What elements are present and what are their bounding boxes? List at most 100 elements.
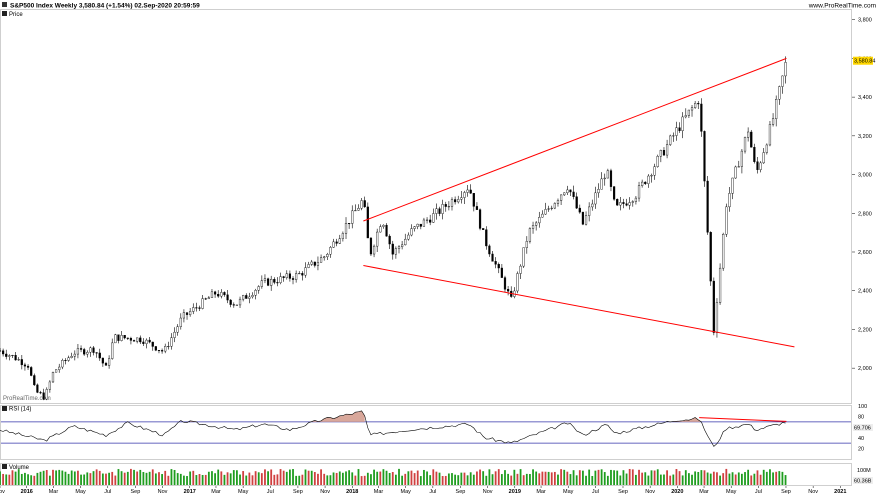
candle-body: [538, 217, 541, 224]
volume-bar: [769, 469, 771, 485]
x-tick-label: Jul: [104, 489, 111, 495]
candle-body: [323, 256, 326, 258]
candle-body: [273, 279, 276, 283]
candle-body: [669, 135, 672, 145]
candle-body: [123, 335, 126, 339]
price-ytick-label: 3,400: [858, 95, 872, 101]
x-tick-label: May: [238, 489, 249, 495]
price-ytick-label: 3,000: [858, 173, 872, 179]
candle-body: [394, 248, 397, 255]
candle-body: [139, 337, 142, 343]
candle-body: [167, 346, 170, 348]
volume-bar: [460, 472, 463, 485]
volume-bar: [585, 475, 587, 485]
volume-bar: [516, 473, 519, 485]
volume-bar: [756, 470, 759, 485]
volume-bar: [737, 472, 740, 485]
x-tick-label: 2019: [509, 489, 521, 495]
volume-panel-icon[interactable]: [2, 464, 7, 469]
volume-bar: [242, 471, 245, 485]
volume-bar: [248, 472, 251, 485]
volume-bar: [45, 470, 48, 485]
volume-bar: [366, 472, 369, 485]
volume-bar: [507, 473, 510, 485]
volume-bar: [709, 473, 712, 485]
volume-bar: [566, 471, 569, 485]
volume-bar: [326, 475, 329, 485]
candle-body: [245, 295, 248, 299]
volume-bar: [251, 475, 254, 485]
candle-body: [591, 203, 594, 208]
source-label[interactable]: www.ProRealTime.com: [808, 3, 876, 10]
volume-bar: [260, 473, 263, 485]
volume-bar: [273, 474, 276, 485]
volume-bar: [513, 469, 516, 485]
volume-bar: [98, 470, 101, 485]
candle-body: [419, 223, 422, 227]
candle-body: [385, 224, 388, 237]
volume-bar: [463, 472, 466, 485]
volume-bar: [469, 472, 472, 485]
volume-bar: [8, 474, 11, 485]
volume-bar: [27, 474, 29, 485]
price-panel-icon[interactable]: [2, 11, 7, 16]
volume-bar: [2, 473, 5, 485]
candle-body: [756, 161, 759, 170]
volume-bar: [14, 471, 17, 485]
volume-bar: [5, 474, 8, 485]
volume-bar: [454, 474, 457, 485]
candle-body: [700, 103, 703, 132]
volume-bar: [734, 474, 737, 485]
volume-bar: [307, 470, 310, 485]
volume-bar: [603, 472, 606, 485]
x-tick-label: Mar: [699, 489, 709, 495]
trendline[interactable]: [363, 265, 795, 348]
candle-body: [285, 273, 288, 278]
candle-body: [142, 341, 145, 344]
candle-body: [89, 347, 92, 353]
x-tick-label: Nov: [808, 489, 818, 495]
volume-bar: [410, 470, 413, 485]
volume-bar: [292, 469, 294, 485]
candle-body: [26, 365, 30, 368]
candle-body: [553, 203, 556, 209]
rsi-panel-icon[interactable]: [2, 406, 7, 411]
candle-body: [690, 107, 694, 111]
candle-body: [684, 115, 687, 118]
candle-body: [111, 342, 114, 359]
candle-body: [2, 350, 5, 355]
candle-body: [351, 210, 354, 224]
candle-body: [563, 192, 566, 196]
volume-bar: [117, 469, 120, 485]
volume-bar: [653, 470, 656, 485]
volume-bar: [105, 473, 107, 485]
volume-bar: [781, 471, 784, 485]
volume-bar: [435, 471, 438, 485]
x-tick-label: Jul: [755, 489, 762, 495]
candle-body: [266, 278, 270, 286]
volume-bar: [416, 470, 419, 485]
volume-bar: [17, 469, 20, 485]
price-ytick-label: 2,400: [858, 289, 872, 295]
x-tick-label: Mar: [374, 489, 384, 495]
candle-body: [644, 181, 647, 184]
candle-body: [185, 312, 189, 315]
trendline[interactable]: [363, 57, 787, 222]
candle-body: [92, 347, 95, 353]
volume-bar: [494, 471, 497, 485]
menu-icon[interactable]: [2, 2, 7, 7]
candle-body: [762, 152, 765, 164]
volume-bar: [641, 472, 644, 485]
candle-body: [67, 357, 70, 361]
candle-body: [307, 264, 310, 268]
volume-bar: [569, 474, 572, 485]
candle-body: [61, 360, 64, 368]
volume-bar: [759, 474, 762, 485]
volume-bar: [544, 471, 547, 485]
x-tick-label: 2016: [21, 489, 33, 495]
volume-bar: [538, 473, 541, 485]
x-tick-label: 2018: [346, 489, 358, 495]
rsi-divergence-line[interactable]: [699, 417, 787, 422]
volume-bar: [214, 473, 216, 485]
